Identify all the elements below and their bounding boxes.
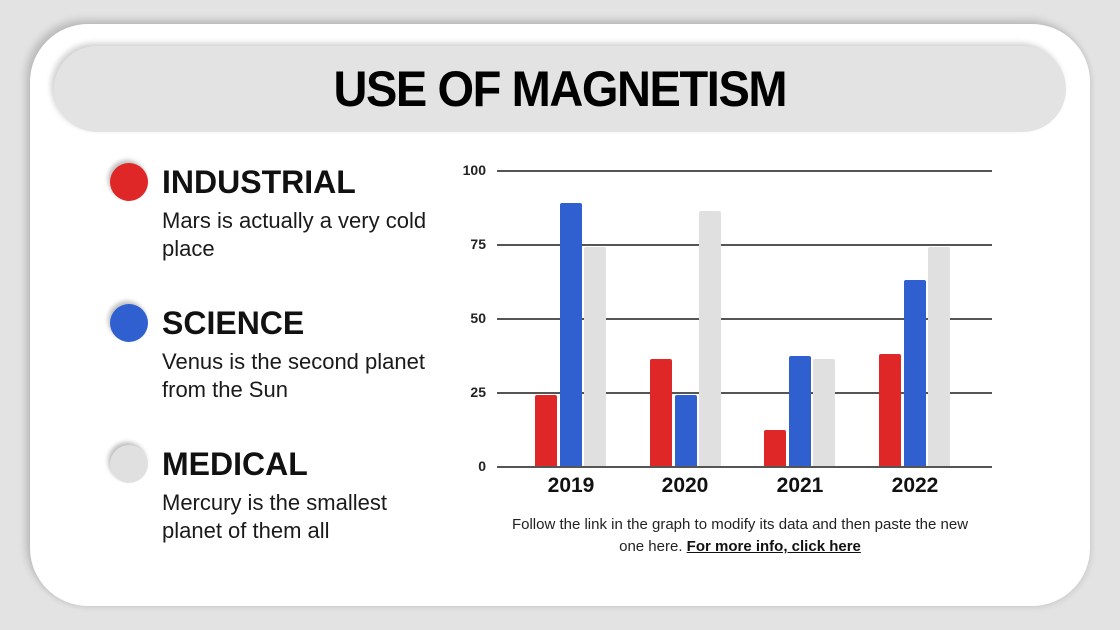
bar-medical-2021[interactable] (813, 359, 835, 466)
bar-science-2020[interactable] (674, 394, 697, 466)
bar-medical-2022[interactable] (928, 246, 950, 466)
legend-description: Mars is actually a very cold place (162, 208, 427, 261)
title-banner: USE OF MAGNETISM (54, 46, 1066, 132)
blue-dot-icon (110, 304, 148, 342)
gridline (497, 466, 992, 468)
gridline (497, 170, 992, 172)
red-dot-icon (110, 163, 148, 201)
more-info-link[interactable]: For more info, click here (686, 538, 861, 555)
x-tick-label: 2019 (547, 474, 595, 497)
x-tick-label: 2021 (776, 474, 824, 497)
page-title: USE OF MAGNETISM (333, 61, 788, 117)
bar-science-2022[interactable] (903, 279, 926, 466)
legend-description: Venus is the second planet from the Sun (162, 349, 425, 402)
bar-industrial-2021[interactable] (764, 430, 786, 466)
gridline (497, 392, 992, 394)
x-tick-label: 2020 (661, 474, 709, 497)
y-tick-label: 75 (470, 236, 486, 252)
y-tick-label: 25 (470, 384, 486, 400)
footnote-text: Follow the link in the graph to modify i… (511, 516, 969, 555)
bar-science-2019[interactable] (559, 202, 582, 466)
legend-title: SCIENCE (162, 305, 305, 341)
bar-industrial-2019[interactable] (535, 394, 557, 466)
legend-title: MEDICAL (162, 446, 308, 482)
legend-title: INDUSTRIAL (162, 164, 356, 200)
footnote: Follow the link in the graph to modify i… (500, 514, 980, 558)
bar-chart[interactable]: 100 75 50 25 0 2019 2020 2021 2022 (450, 150, 1010, 510)
y-tick-label: 0 (478, 458, 486, 474)
y-tick-label: 50 (470, 310, 486, 326)
bar-medical-2019[interactable] (584, 246, 606, 466)
gray-dot-icon (110, 445, 148, 483)
bar-medical-2020[interactable] (699, 211, 721, 466)
bar-industrial-2020[interactable] (650, 359, 672, 466)
bar-industrial-2022[interactable] (879, 353, 901, 466)
y-tick-label: 100 (462, 162, 486, 178)
bar-science-2021[interactable] (788, 356, 811, 466)
legend-description: Mercury is the smallest planet of them a… (162, 490, 387, 543)
gridline (497, 318, 992, 320)
x-tick-label: 2022 (891, 474, 939, 497)
gridline (497, 244, 992, 246)
